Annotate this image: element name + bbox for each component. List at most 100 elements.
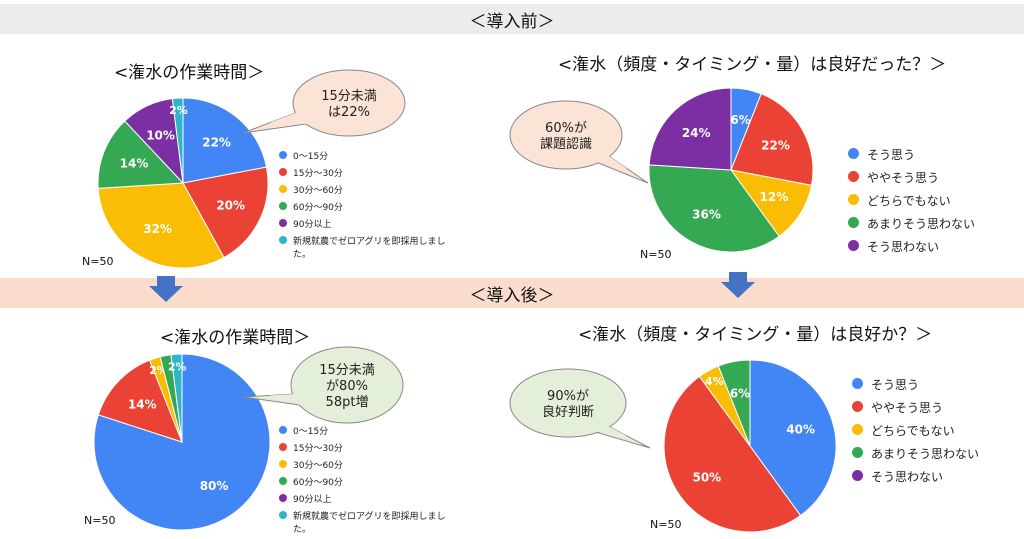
legend-item: あまりそう思わない — [852, 445, 1022, 462]
legend-swatch — [848, 148, 859, 159]
before-eval-title: <潅水（頻度・タイミング・量）は良好だった？＞ — [558, 55, 947, 75]
before-eval-n: N=50 — [640, 248, 672, 261]
legend-label: 15分～30分 — [293, 169, 343, 179]
legend-label: 60分～90分 — [293, 478, 343, 488]
legend-label: あまりそう思わない — [871, 447, 980, 461]
pie-slice — [648, 87, 732, 171]
legend-label: そう思う — [867, 148, 916, 162]
pie-slice — [97, 120, 185, 189]
legend-item: あまりそう思わない — [848, 215, 1018, 232]
after-time-title: <潅水の作業時間＞ — [160, 328, 311, 348]
slice-label: 50% — [692, 470, 721, 484]
pie-slice — [171, 97, 184, 184]
legend-label: 90分以上 — [293, 220, 332, 230]
legend-item: 60分～90分 — [279, 200, 479, 213]
bubble-text: 15分未満 — [321, 89, 377, 104]
legend-item: 新規就農でゼロアグリを即採用しました。 — [279, 509, 459, 535]
legend-item: 15分～30分 — [279, 166, 479, 179]
bubble-text: 良好判断 — [542, 404, 594, 420]
legend-swatch — [279, 219, 287, 227]
slice-label: 10% — [146, 128, 175, 142]
legend-swatch — [279, 426, 287, 434]
legend-label: ややそう思う — [871, 401, 944, 415]
slice-label: 6% — [730, 387, 750, 401]
legend-label: そう思う — [871, 378, 920, 392]
after-eval-n: N=50 — [650, 518, 682, 531]
legend-item: ややそう思う — [852, 399, 1022, 416]
slice-label: 22% — [761, 139, 790, 153]
legend-label: 新規就農でゼロアグリを即採用しました。 — [293, 512, 446, 535]
legend-label: 30分～60分 — [293, 461, 343, 471]
legend-label: 新規就農でゼロアグリを即採用しました。 — [293, 237, 446, 260]
legend-swatch — [848, 217, 859, 228]
legend-label: 90分以上 — [293, 495, 332, 505]
legend-label: 0～15分 — [293, 427, 329, 437]
bubble-tail-join — [592, 424, 627, 436]
pie-slice — [97, 359, 183, 443]
legend-swatch — [852, 378, 863, 389]
legend-swatch — [279, 202, 287, 210]
before-time-legend: 0～15分 15分～30分 30分～60分 60分～90分 90分以上 新規就農… — [279, 149, 479, 264]
pie-slice — [663, 375, 802, 533]
after-time-n: N=50 — [84, 514, 116, 527]
legend-item: どちらでもない — [852, 422, 1022, 439]
legend-swatch — [279, 477, 287, 485]
legend-swatch — [279, 168, 287, 176]
slice-label: 40% — [786, 423, 815, 437]
bubble-text: は22% — [328, 105, 370, 120]
bubble-body — [509, 368, 627, 438]
pie-slice — [182, 97, 268, 184]
pie-slice — [648, 164, 780, 253]
legend-swatch — [848, 171, 859, 182]
after-time-legend: 0～15分 15分～30分 30分～60分 60分～90分 90分以上 新規就農… — [279, 424, 479, 539]
bubble-tail-join — [270, 112, 306, 124]
slice-label: 20% — [216, 198, 245, 212]
legend-label: そう思わない — [867, 240, 940, 254]
before-time-n: N=50 — [82, 255, 114, 268]
legend-item: そう思う — [852, 376, 1022, 393]
slice-label: 32% — [143, 222, 172, 236]
slice-label: 14% — [120, 157, 149, 171]
legend-item: そう思わない — [848, 238, 1018, 255]
slice-label: 2% — [169, 104, 188, 117]
legend-swatch — [279, 236, 287, 244]
legend-label: ややそう思う — [867, 171, 940, 185]
bubble-body — [290, 346, 404, 424]
legend-label: 15分～30分 — [293, 444, 343, 454]
bubble-tail-join — [596, 154, 627, 169]
after-eval-title: <潅水（頻度・タイミング・量）は良好か？＞ — [578, 325, 933, 345]
legend-item: 30分～60分 — [279, 183, 479, 196]
after-time-pie: 80%14%2% 2% — [93, 353, 271, 531]
pie-slice — [717, 359, 751, 447]
bubble-text: 15分未満 — [319, 363, 375, 378]
before-time-pie: 22% 20% 32% 14% 10% 2% — [97, 97, 269, 269]
slice-label: 12% — [760, 190, 789, 204]
down-arrow-left — [149, 276, 183, 302]
legend-swatch — [279, 494, 287, 502]
legend-item: そう思わない — [852, 468, 1022, 485]
legend-swatch — [852, 401, 863, 412]
slice-label: 80% — [200, 479, 229, 493]
legend-label: どちらでもない — [867, 194, 951, 208]
legend-item: 0～15分 — [279, 424, 479, 437]
legend-item: ややそう思う — [848, 169, 1018, 186]
slice-label: 36% — [692, 208, 721, 222]
legend-item: 90分以上 — [279, 492, 479, 505]
legend-item: 新規就農でゼロアグリを即採用しました。 — [279, 234, 459, 260]
bubble-text: が80% — [326, 379, 368, 394]
bubble-text: 課題認識 — [540, 136, 592, 152]
slice-label: 22% — [202, 135, 231, 149]
legend-swatch — [279, 185, 287, 193]
after-eval-pie: 40% 50% 4% 6% — [663, 359, 837, 533]
legend-label: 0～15分 — [293, 152, 329, 162]
legend-item: そう思う — [848, 146, 1018, 163]
after-eval-legend: そう思う ややそう思う どちらでもない あまりそう思わない そう思わない — [852, 376, 1022, 491]
legend-swatch — [279, 460, 287, 468]
legend-label: 30分～60分 — [293, 186, 343, 196]
legend-label: あまりそう思わない — [867, 217, 976, 231]
legend-label: どちらでもない — [871, 424, 955, 438]
legend-swatch — [852, 447, 863, 458]
slice-label: 4% — [705, 375, 724, 388]
